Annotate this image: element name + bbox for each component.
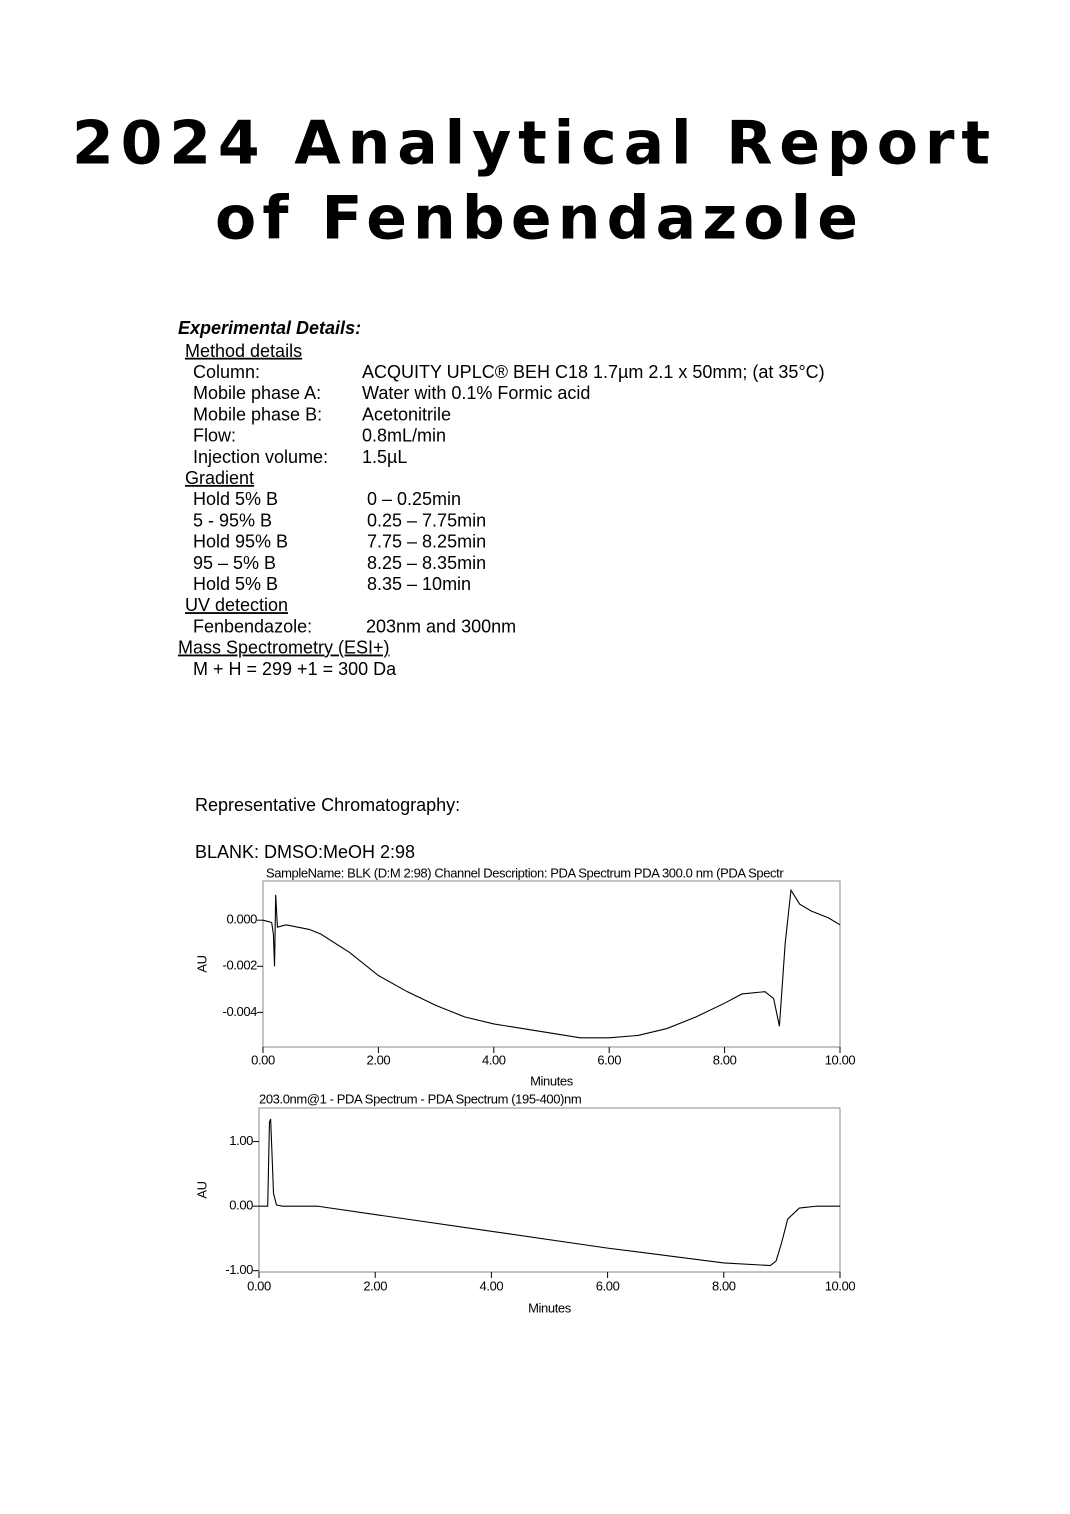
x-tick-label: 8.00 bbox=[712, 1278, 736, 1293]
detail-label: Hold 5% B bbox=[193, 574, 278, 594]
subheading: Gradient bbox=[185, 468, 254, 488]
detail-value: 8.35 – 10min bbox=[367, 574, 471, 594]
x-tick-label: 6.00 bbox=[597, 1052, 621, 1067]
detail-value: 0 – 0.25min bbox=[367, 489, 461, 509]
detail-label: 5 - 95% B bbox=[193, 510, 272, 530]
trace bbox=[259, 1118, 840, 1267]
subheading: Mass Spectrometry (ESI+) bbox=[178, 638, 390, 658]
detail-label: Hold 95% B bbox=[193, 532, 288, 552]
title-line: of Fenbendazole bbox=[215, 184, 858, 254]
detail-value: 203nm and 300nm bbox=[366, 616, 516, 636]
detail-label: Flow: bbox=[193, 426, 236, 446]
chart-title: SampleName: BLK (D:M 2:98) Channel Descr… bbox=[266, 865, 784, 880]
x-tick-label: 4.00 bbox=[482, 1052, 506, 1067]
detail-value: Water with 0.1% Formic acid bbox=[362, 383, 590, 403]
detail-label: Injection volume: bbox=[193, 447, 328, 467]
subheading: Method details bbox=[185, 341, 302, 361]
subheading: UV detection bbox=[185, 595, 288, 615]
x-tick-label: 10.00 bbox=[825, 1052, 856, 1067]
x-tick-label: 0.00 bbox=[247, 1278, 271, 1293]
detail-value: 0.25 – 7.75min bbox=[367, 510, 486, 530]
x-tick-label: 4.00 bbox=[480, 1278, 504, 1293]
detail-label: M + H = 299 +1 = 300 Da bbox=[193, 659, 397, 679]
detail-label: Mobile phase A: bbox=[193, 383, 321, 403]
detail-label: Mobile phase B: bbox=[193, 404, 322, 424]
x-tick-label: 2.00 bbox=[363, 1278, 387, 1293]
x-tick-label: 2.00 bbox=[367, 1052, 391, 1067]
y-axis-label: AU bbox=[194, 1181, 209, 1198]
detail-label: 95 – 5% B bbox=[193, 553, 276, 573]
x-tick-label: 10.00 bbox=[825, 1278, 856, 1293]
detail-value: 0.8mL/min bbox=[362, 426, 446, 446]
plot-frame bbox=[262, 880, 841, 1048]
y-tick-label: 0.00 bbox=[229, 1198, 253, 1213]
x-tick-label: 0.00 bbox=[251, 1052, 275, 1067]
detail-value: ACQUITY UPLC® BEH C18 1.7µm 2.1 x 50mm; … bbox=[362, 362, 825, 382]
detail-value: 1.5µL bbox=[362, 447, 407, 467]
x-tick-label: 8.00 bbox=[713, 1052, 737, 1067]
y-tick-label: 0.000 bbox=[226, 912, 257, 927]
y-tick-label: 1.00 bbox=[229, 1133, 253, 1148]
y-axis-label: AU bbox=[194, 955, 209, 972]
detail-value: 8.25 – 8.35min bbox=[367, 553, 486, 573]
title-line: 2024 Analytical Report bbox=[72, 109, 990, 179]
y-tick-label: -0.002 bbox=[223, 958, 258, 973]
x-axis-label: Minutes bbox=[530, 1073, 574, 1088]
chart-title: 203.0nm@1 - PDA Spectrum - PDA Spectrum … bbox=[259, 1091, 581, 1106]
x-axis-label: Minutes bbox=[528, 1300, 572, 1315]
plot-frame bbox=[258, 1107, 841, 1273]
chromatography-heading: Representative Chromatography: bbox=[195, 795, 460, 815]
trace bbox=[262, 888, 841, 1039]
x-tick-label: 6.00 bbox=[596, 1278, 620, 1293]
sample-heading: BLANK: DMSO:MeOH 2:98 bbox=[195, 842, 415, 862]
y-tick-label: -0.004 bbox=[223, 1004, 258, 1019]
detail-value: 7.75 – 8.25min bbox=[367, 532, 486, 552]
y-tick-label: -1.00 bbox=[225, 1262, 253, 1277]
detail-value: Acetonitrile bbox=[362, 404, 451, 424]
detail-label: Fenbendazole: bbox=[193, 616, 312, 636]
detail-label: Hold 5% B bbox=[193, 489, 278, 509]
detail-label: Column: bbox=[193, 362, 260, 382]
section-heading: Experimental Details: bbox=[178, 318, 361, 338]
